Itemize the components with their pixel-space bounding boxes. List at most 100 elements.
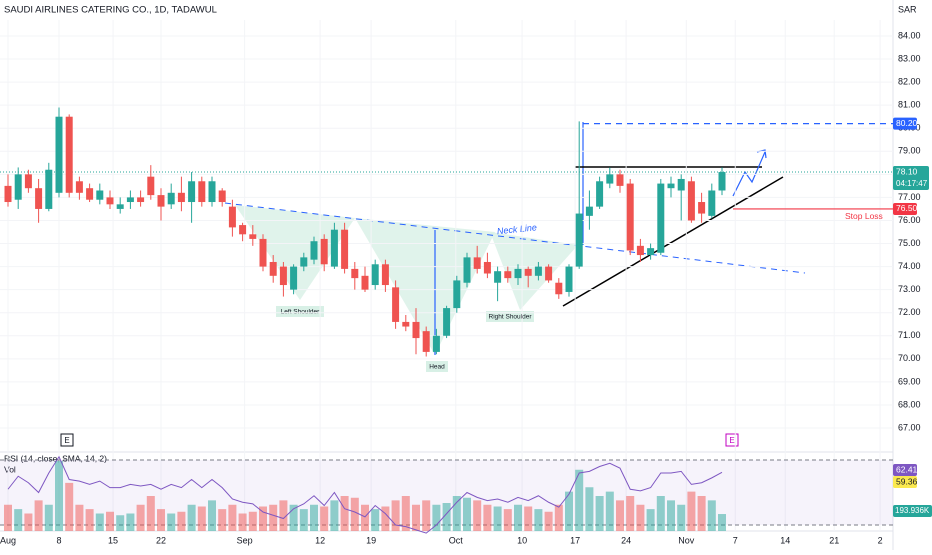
volume-bar: [493, 506, 502, 531]
volume-bar: [228, 504, 237, 531]
volume-bar: [259, 506, 267, 531]
label-bg: [276, 306, 324, 317]
volume-bar: [575, 469, 584, 531]
countdown: 04:17:47: [896, 179, 928, 188]
target-label: 80.20: [896, 118, 918, 128]
candle-body: [167, 192, 175, 205]
candle-body: [463, 257, 471, 283]
y-tick-label: 70.00: [898, 353, 921, 363]
volume-bar: [718, 514, 726, 531]
candle-body: [432, 335, 440, 352]
candle-body: [65, 116, 73, 193]
candle-body: [371, 264, 379, 286]
candle-body: [596, 181, 604, 207]
volume-bar: [55, 461, 63, 531]
volume-bar: [432, 504, 441, 531]
candle-body: [718, 172, 726, 191]
volume-bar: [483, 504, 492, 531]
rsi-value-label: 62.41: [896, 464, 918, 474]
target-label-box: [893, 117, 917, 130]
candle-body: [626, 183, 634, 251]
candle-body: [708, 190, 716, 216]
x-tick-label: 12: [315, 535, 325, 545]
volume-bar: [320, 506, 329, 531]
currency: SAR: [898, 4, 917, 14]
candle-body: [647, 248, 655, 256]
candle-body: [157, 195, 165, 207]
candle-body: [4, 185, 12, 203]
y-tick-label: 74.00: [898, 261, 921, 271]
rsi-ma-label: 59.36: [896, 476, 918, 486]
x-tick-label: 21: [829, 535, 839, 545]
volume-bar: [565, 491, 573, 531]
volume-bar: [473, 500, 482, 531]
candle-body: [14, 174, 22, 200]
candle-body: [616, 174, 624, 186]
volume-bar: [503, 509, 512, 531]
candle-body: [218, 190, 226, 203]
pattern-drawings: [0, 0, 894, 550]
volume-bar: [687, 491, 696, 531]
y-tick-label: 79.00: [898, 146, 921, 156]
y-tick-label: 83.00: [898, 53, 921, 63]
stop-label: 76.50: [896, 203, 918, 213]
volume-bar: [452, 496, 461, 531]
candle-body: [330, 229, 338, 267]
volume-bar: [340, 496, 349, 531]
candle-body: [504, 271, 512, 279]
volume-bar: [544, 511, 553, 531]
volume-bar: [514, 504, 522, 531]
candle-body: [341, 229, 349, 269]
candle-body: [534, 266, 542, 276]
candle-body: [45, 169, 53, 209]
earnings-label: E: [729, 436, 734, 445]
candle-body: [300, 257, 308, 267]
candle-body: [75, 181, 83, 193]
candle-body: [86, 188, 94, 200]
candle-body: [137, 197, 145, 203]
head-area: [355, 218, 495, 355]
volume-bar: [208, 500, 216, 531]
volume-bar: [269, 504, 278, 531]
candle-body: [198, 181, 206, 203]
volume-bar: [697, 496, 706, 531]
y-tick-label: 72.00: [898, 307, 921, 317]
vol-title: Vol: [4, 464, 16, 474]
x-tick-label: 19: [366, 535, 376, 545]
volume-bar: [585, 487, 594, 531]
volume-bar: [85, 509, 94, 531]
rsi-ma-label-box: [893, 476, 917, 488]
volume-bar: [707, 500, 716, 531]
candle-body: [351, 268, 359, 279]
right-shoulder-label: Right Shoulder: [489, 314, 533, 321]
y-tick-label: 73.00: [898, 284, 921, 294]
volume-bar: [279, 500, 288, 531]
candle-body: [422, 331, 430, 352]
candle-body: [279, 266, 287, 286]
rsi-title: RSI (14, close, SMA, 14, 2): [4, 453, 107, 463]
volume-bar: [218, 509, 227, 531]
candle-body: [310, 241, 318, 260]
volume-bar: [636, 504, 645, 531]
candle-body: [555, 282, 563, 295]
volume-bar: [34, 500, 43, 531]
label-bg: [486, 311, 534, 322]
volume-bar: [595, 496, 604, 531]
candle-body: [412, 321, 420, 339]
x-tick-label: Nov: [678, 535, 695, 545]
candle-body: [259, 238, 267, 267]
volume-bar: [116, 515, 125, 531]
candle-body: [381, 264, 389, 286]
x-tick-label: 22: [156, 535, 166, 545]
x-tick-label: Aug: [0, 535, 16, 545]
left-shoulder-area: [235, 205, 355, 300]
x-tick-label: 10: [517, 535, 527, 545]
volume-bar: [44, 504, 53, 531]
rsi-line: [7, 455, 723, 534]
earnings-marker[interactable]: [60, 433, 74, 447]
candle-body: [677, 178, 685, 191]
y-tick-label: 67.00: [898, 422, 921, 432]
volume-bar: [442, 503, 451, 531]
candle-body: [667, 183, 675, 189]
